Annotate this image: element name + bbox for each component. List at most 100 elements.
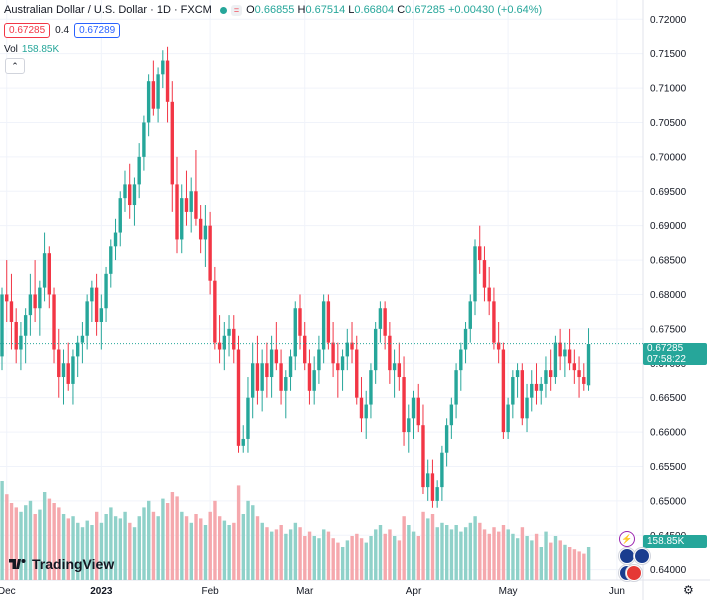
volume-bar	[42, 492, 47, 580]
candle	[14, 321, 18, 350]
candle	[279, 363, 283, 391]
volume-bar	[416, 536, 421, 580]
candle	[520, 370, 524, 419]
volume-bar	[137, 516, 141, 580]
low-value: 0.66804	[354, 4, 395, 16]
market-status-icon[interactable]	[219, 6, 227, 14]
time-tick-label: Apr	[406, 586, 422, 597]
candle	[142, 122, 146, 157]
candle	[506, 404, 510, 433]
candle	[539, 383, 543, 391]
volume-label: Vol	[4, 44, 18, 55]
candle	[170, 101, 174, 185]
candle	[19, 335, 23, 350]
volume-bar	[208, 511, 212, 580]
volume-bar	[80, 527, 85, 580]
candle	[407, 418, 411, 433]
price-tick-label: 0.69000	[650, 221, 687, 232]
candle	[94, 287, 99, 322]
candle	[57, 349, 61, 378]
candle	[454, 370, 458, 405]
volume-bar	[530, 540, 534, 580]
candle	[269, 349, 274, 378]
candle	[298, 308, 302, 336]
us-flag-icon[interactable]	[634, 548, 650, 564]
candle	[321, 301, 326, 350]
candle	[28, 294, 33, 316]
volume-bar	[388, 529, 392, 580]
candle	[359, 397, 364, 419]
volume-bar	[147, 500, 151, 580]
volume-bar	[407, 525, 411, 580]
volume-bar	[350, 536, 354, 580]
candle	[33, 294, 37, 309]
volume-bar	[553, 536, 558, 580]
candle	[5, 294, 9, 302]
tradingview-logo[interactable]: TradingView	[6, 556, 114, 572]
volume-bar	[71, 516, 75, 580]
volume-bar	[66, 518, 71, 580]
volume-bar	[326, 531, 331, 580]
volume-legend[interactable]: Vol 158.85K	[4, 44, 59, 55]
candle	[468, 301, 472, 329]
close-value: 0.67285	[405, 4, 445, 16]
candle	[411, 397, 416, 419]
volume-bar	[572, 549, 577, 580]
lightning-icon[interactable]: ⚡	[619, 531, 635, 547]
price-tick-label: 0.70000	[650, 152, 687, 163]
volume-bar	[544, 531, 548, 580]
candle	[364, 404, 368, 419]
legend-row: Australian Dollar / U.S. Dollar · 1D · F…	[4, 4, 542, 16]
candle	[392, 363, 397, 371]
australia-flag-icon[interactable]	[619, 548, 635, 564]
candle	[213, 280, 217, 343]
volume-bar	[515, 538, 520, 580]
volume-bar	[203, 525, 208, 580]
volume-bar	[359, 538, 364, 580]
volume-bar	[454, 525, 458, 580]
price-tick-label: 0.67500	[650, 324, 687, 335]
candle	[203, 225, 208, 240]
ohlc-values: O0.66855 H0.67514 L0.66804 C0.67285 +0.0…	[246, 4, 542, 16]
volume-bar	[109, 507, 113, 580]
candle	[369, 370, 373, 405]
sell-button[interactable]: 0.67285	[4, 23, 51, 38]
candle	[534, 383, 539, 391]
buy-button[interactable]: 0.67289	[74, 23, 121, 38]
equal-icon[interactable]: =	[230, 4, 243, 16]
candle	[473, 246, 477, 302]
candle	[198, 218, 203, 240]
time-tick-label: 2023	[90, 586, 113, 597]
volume-bar	[151, 511, 156, 580]
volume-bar	[85, 520, 89, 580]
volume-bar	[563, 544, 567, 580]
symbol-title[interactable]: Australian Dollar / U.S. Dollar · 1D · F…	[4, 4, 212, 16]
candle	[312, 370, 316, 391]
gear-icon[interactable]: ⚙	[683, 583, 694, 597]
price-tick-label: 0.66500	[650, 393, 687, 404]
volume-bar	[322, 529, 326, 580]
candle	[459, 349, 463, 371]
chevron-up-icon[interactable]: ⌃	[5, 58, 25, 74]
candle	[402, 377, 406, 433]
volume-bar	[19, 511, 23, 580]
price-tick-label: 0.66000	[650, 428, 687, 439]
volume-bar	[506, 529, 510, 580]
us-flag-icon[interactable]	[626, 565, 642, 581]
candle	[241, 438, 245, 446]
candle	[421, 425, 425, 488]
volume-bar	[118, 518, 123, 580]
brand-name: TradingView	[32, 556, 115, 572]
candle	[355, 349, 359, 398]
volume-bar	[28, 500, 33, 580]
candle	[426, 473, 430, 488]
candle	[71, 356, 75, 384]
candle	[109, 246, 113, 274]
candle	[66, 363, 70, 384]
volume-bar	[345, 540, 350, 580]
volume-bar	[251, 505, 255, 580]
candle	[80, 335, 85, 343]
candle	[146, 81, 151, 123]
